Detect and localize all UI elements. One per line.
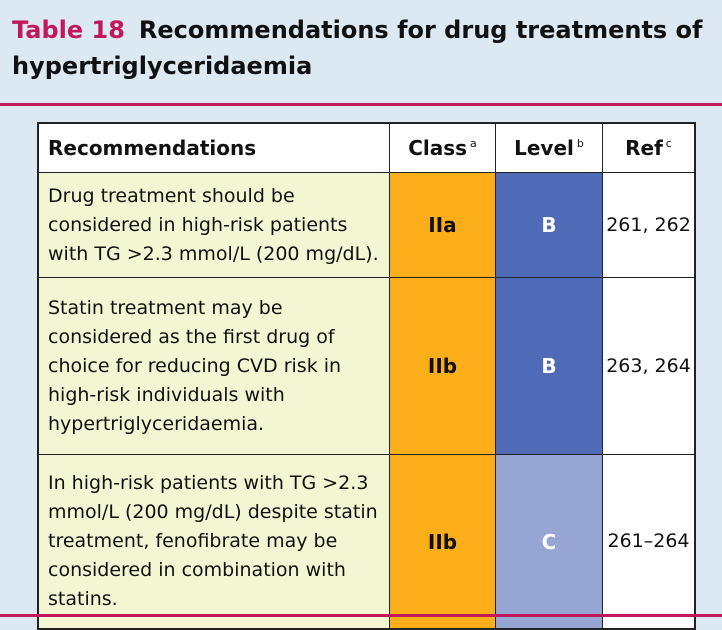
header-ref: Ref c	[602, 122, 696, 173]
table-title: Table 18 Recommendations for drug treatme…	[12, 12, 712, 84]
class-cell: IIb	[389, 277, 496, 455]
recommendation-text: Drug treatment should be considered in h…	[37, 172, 390, 278]
class-footnote: a	[470, 137, 477, 150]
bottom-rule	[0, 614, 722, 617]
level-cell: C	[495, 454, 603, 630]
table-row: In high-risk patients with TG >2.3 mmol/…	[37, 454, 696, 630]
ref-cell: 261–264	[602, 454, 696, 630]
level-cell: B	[495, 277, 603, 455]
ref-footnote: c	[665, 137, 672, 150]
header-recommendations: Recommendations	[37, 122, 390, 173]
header-row: Recommendations Class a Level b Ref c	[37, 122, 696, 173]
recommendation-text: Statin treatment may be considered as th…	[37, 277, 390, 455]
ref-cell: 263, 264	[602, 277, 696, 455]
table-row: Statin treatment may be considered as th…	[37, 277, 696, 455]
class-cell: IIa	[389, 172, 496, 278]
top-rule	[0, 103, 722, 106]
level-cell: B	[495, 172, 603, 278]
header-level: Level b	[495, 122, 603, 173]
level-footnote: b	[576, 137, 584, 150]
table-row: Drug treatment should be considered in h…	[37, 172, 696, 278]
recommendation-text: In high-risk patients with TG >2.3 mmol/…	[37, 454, 390, 630]
ref-cell: 261, 262	[602, 172, 696, 278]
table-number: Table 18	[12, 16, 125, 44]
table-title-text: Recommendations for drug treatments of h…	[12, 16, 703, 80]
header-class: Class a	[389, 122, 496, 173]
class-cell: IIb	[389, 454, 496, 630]
recommendations-table: Recommendations Class a Level b Ref c Drug …	[37, 122, 696, 630]
